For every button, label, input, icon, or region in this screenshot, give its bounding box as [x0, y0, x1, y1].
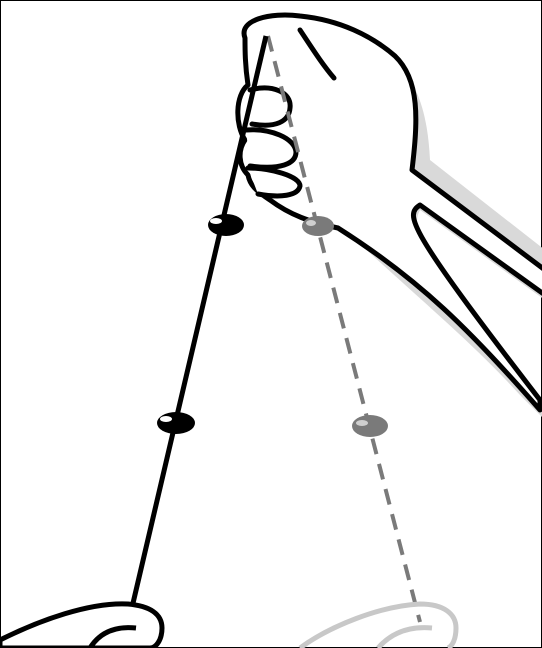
- lower-hand: [0, 601, 165, 648]
- holding-hand: [235, 12, 542, 413]
- hand-outline: [235, 12, 542, 413]
- string: [127, 35, 269, 617]
- finger-2: [243, 127, 299, 170]
- thumb-crease: [297, 27, 337, 81]
- finger-3: [245, 165, 303, 199]
- bead-upper: [208, 214, 244, 236]
- ghost-string: [266, 35, 422, 623]
- ghost-bead-lower: [352, 415, 388, 437]
- ghost-lower-hand: [298, 601, 459, 648]
- finger-1: [247, 85, 293, 128]
- bead-lower: [157, 412, 195, 434]
- ghost-bead-upper: [302, 216, 334, 236]
